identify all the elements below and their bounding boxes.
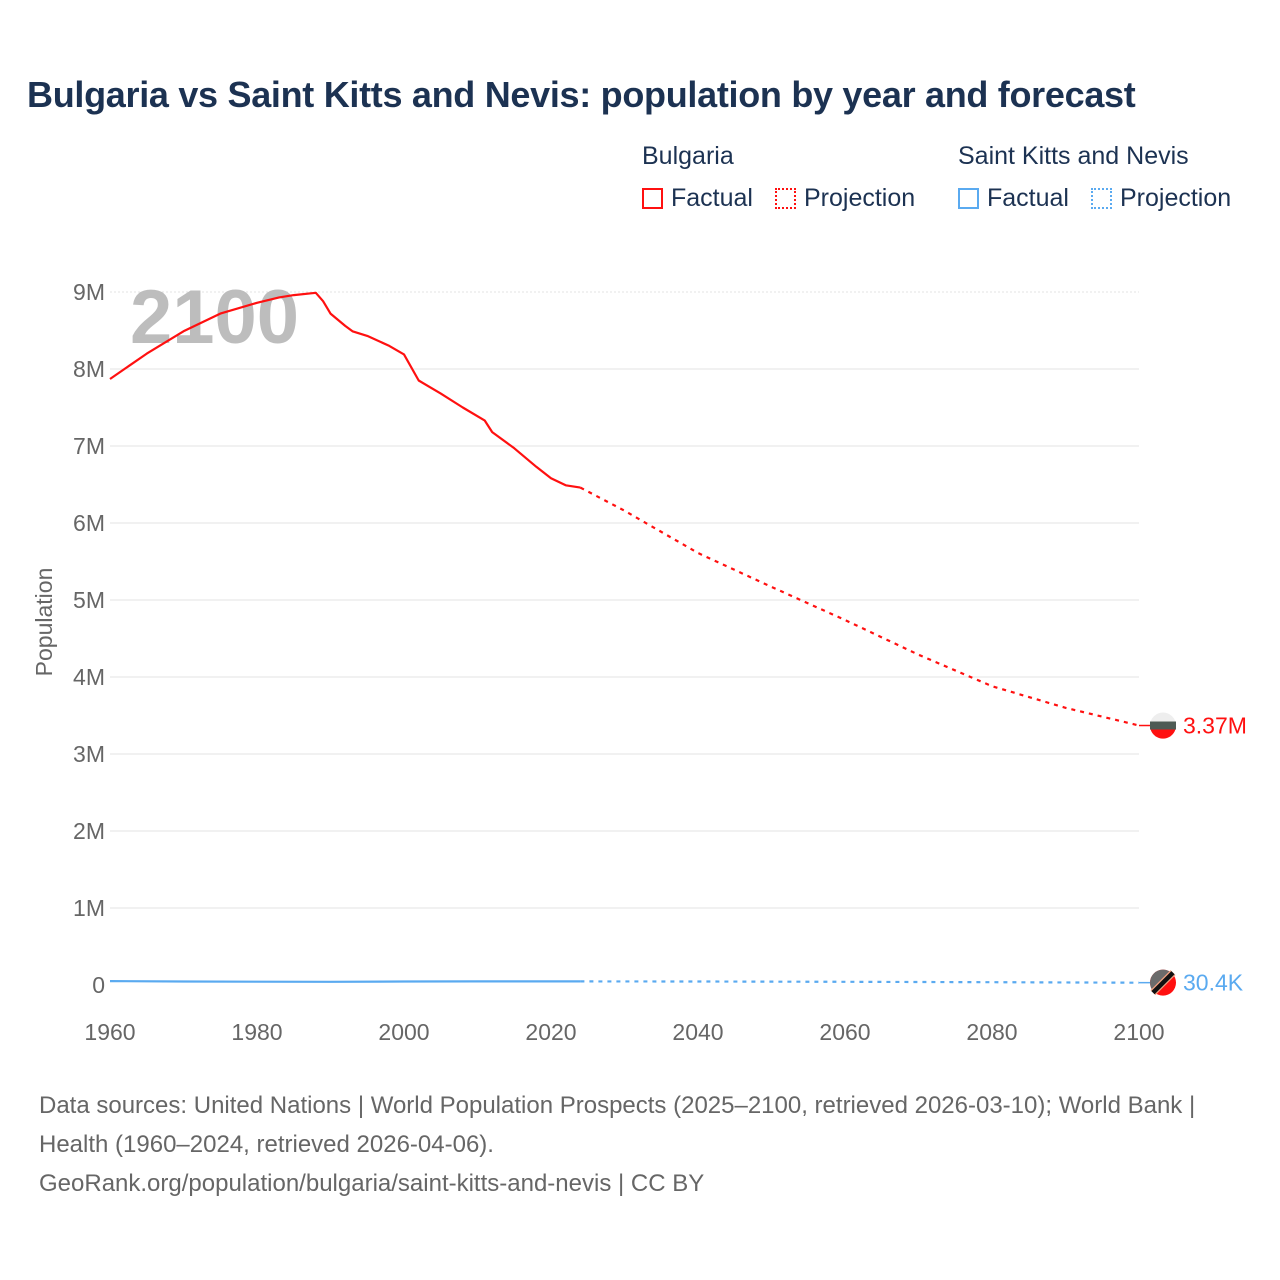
y-tick-label: 5M xyxy=(73,587,105,613)
legend-item-factual[interactable]: Factual xyxy=(958,184,1069,213)
flag-stripe xyxy=(1150,721,1176,730)
x-tick-label: 2080 xyxy=(966,1019,1017,1045)
x-tick-label: 2020 xyxy=(525,1019,576,1045)
series-line-factual xyxy=(109,979,581,983)
y-tick-label: 2M xyxy=(73,818,105,844)
legend-swatch xyxy=(958,188,979,209)
legend-item-projection[interactable]: Projection xyxy=(1091,184,1231,213)
series-line-factual xyxy=(109,291,581,489)
legend-title: Bulgaria xyxy=(642,142,734,170)
chart-title: Bulgaria vs Saint Kitts and Nevis: popul… xyxy=(27,74,1136,115)
y-tick-label: 9M xyxy=(73,279,105,305)
x-tick-label: 2000 xyxy=(378,1019,429,1045)
flag-stripe xyxy=(1151,971,1175,995)
series-line-projection xyxy=(580,980,1140,984)
end-value-label: 30.4K xyxy=(1183,970,1244,996)
y-tick-label: 0 xyxy=(92,972,105,998)
y-tick-label: 8M xyxy=(73,356,105,382)
y-axis-label: Population xyxy=(31,568,57,677)
legend-swatch xyxy=(1091,188,1112,209)
x-tick-label: 1980 xyxy=(231,1019,282,1045)
legend-item-projection[interactable]: Projection xyxy=(775,184,915,213)
y-tick-label: 6M xyxy=(73,510,105,536)
x-tick-label: 1960 xyxy=(84,1019,135,1045)
legend-label: Factual xyxy=(671,184,753,212)
x-tick-label: 2060 xyxy=(819,1019,870,1045)
footer: Data sources: United Nations | World Pop… xyxy=(39,1086,1239,1203)
y-tick-label: 3M xyxy=(73,741,105,767)
legend-item-factual[interactable]: Factual xyxy=(642,184,753,213)
end-value-label: 3.37M xyxy=(1183,713,1247,739)
legend-label: Factual xyxy=(987,184,1069,212)
legend-swatch xyxy=(775,188,796,209)
y-tick-label: 4M xyxy=(73,664,105,690)
data-sources: Data sources: United Nations | World Pop… xyxy=(39,1092,1196,1158)
y-tick-label: 7M xyxy=(73,433,105,459)
y-tick-label: 1M xyxy=(73,895,105,921)
legend-swatch xyxy=(642,188,663,209)
legend-label: Projection xyxy=(804,184,916,212)
x-tick-label: 2100 xyxy=(1113,1019,1164,1045)
flag-stripe xyxy=(1150,729,1176,739)
legend-title: Saint Kitts and Nevis xyxy=(958,142,1189,170)
x-tick-label: 2040 xyxy=(672,1019,723,1045)
legend-label: Projection xyxy=(1120,184,1232,212)
source-link[interactable]: GeoRank.org/population/bulgaria/saint-ki… xyxy=(39,1170,705,1197)
